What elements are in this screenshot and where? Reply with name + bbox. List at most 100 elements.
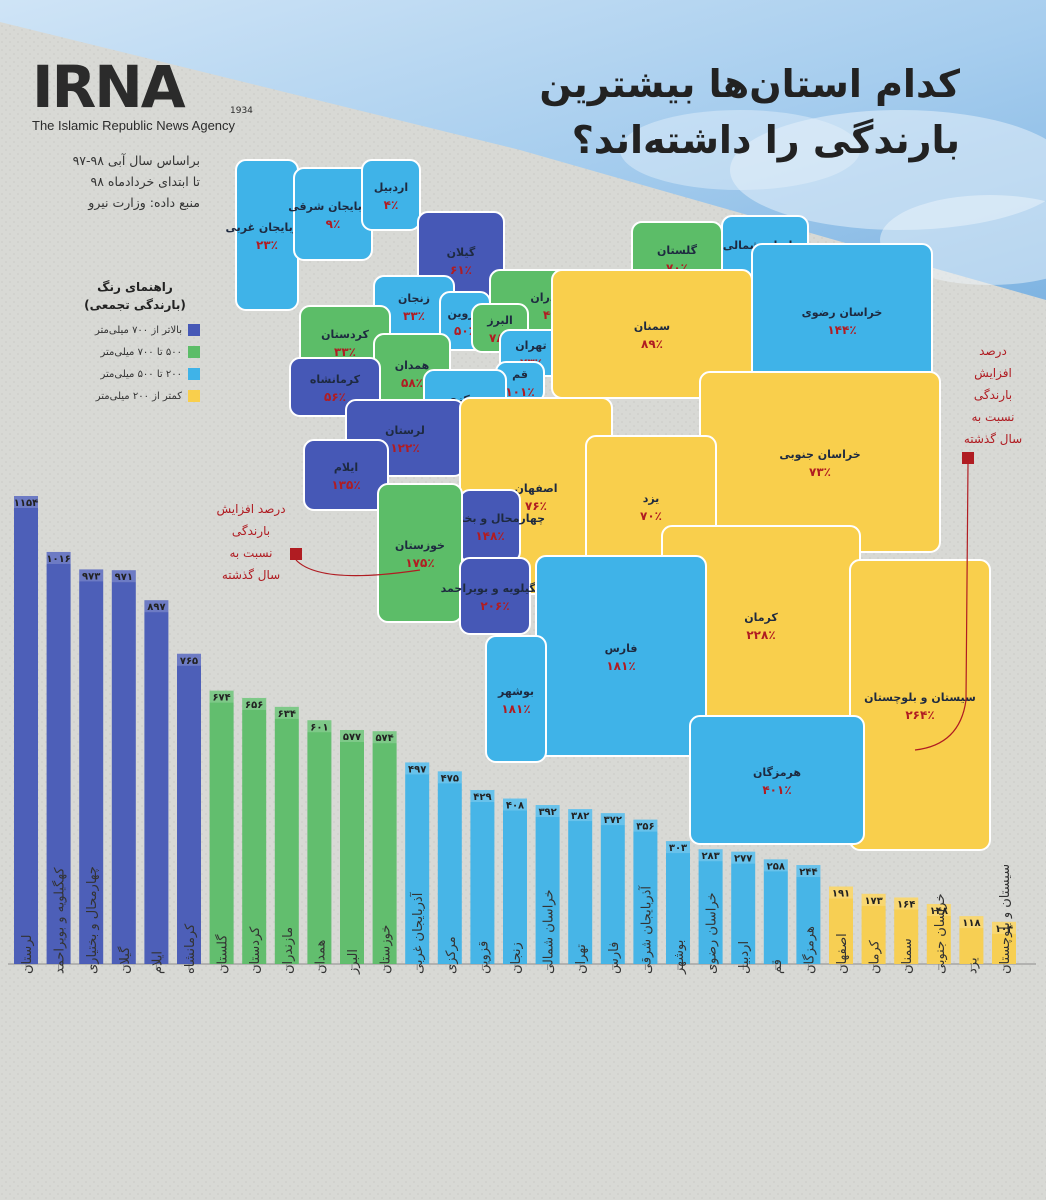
bar xyxy=(372,731,397,964)
note-left-connector xyxy=(295,559,421,577)
bar-value-label: ۴۹۷ xyxy=(408,764,426,775)
legend-label: بالاتر از ۷۰۰ میلی‌متر xyxy=(94,324,182,336)
bar xyxy=(46,551,71,964)
bar xyxy=(861,893,886,964)
x-tick-label: گیلان xyxy=(117,946,133,974)
province-pct: ۱۰۱٪ xyxy=(505,385,534,399)
bar-value-label: ۲۴۴ xyxy=(799,867,817,878)
bar-value-label: ۱۷۳ xyxy=(864,896,882,907)
province-shape xyxy=(551,269,753,399)
bar-cap-highlight xyxy=(144,600,169,613)
bar-cap-highlight xyxy=(14,496,38,508)
bar xyxy=(307,720,332,964)
bar-value-label: ۱۰۴ xyxy=(995,924,1013,935)
bar-cap-highlight xyxy=(111,570,136,583)
bar-value-label: ۶۰۱ xyxy=(310,722,328,733)
bar-cap-highlight xyxy=(829,886,853,899)
bar xyxy=(959,916,984,964)
province-pct: ۲۳٪ xyxy=(256,238,278,252)
province-pct: ۱۸۱٪ xyxy=(606,659,635,673)
bar-value-label: ۳۹۲ xyxy=(538,807,556,818)
title-line-1: کدام استان‌ها بیشترین xyxy=(539,62,960,106)
bar-cap-highlight xyxy=(666,841,690,854)
bar xyxy=(242,697,267,964)
bar-cap-highlight xyxy=(796,865,821,878)
bar-value-label: ۶۳۴ xyxy=(278,709,296,720)
x-tick-label: سمنان xyxy=(900,938,915,974)
bar-value-label: ۳۷۲ xyxy=(604,815,622,826)
note-line: نسبت به xyxy=(229,546,273,560)
bar-value-label: ۱۰۱۶ xyxy=(46,554,70,565)
bar-cap-highlight xyxy=(731,851,756,864)
province-pct: ۸۹٪ xyxy=(641,337,663,351)
bar-value-label: ۹۷۳ xyxy=(82,571,100,582)
province-pct: ۵۸٪ xyxy=(401,376,423,390)
bar-cap-highlight xyxy=(79,569,104,582)
map-province: ایلام ۱۳۵٪ xyxy=(303,439,389,511)
bar xyxy=(274,706,299,964)
bar-cap-highlight xyxy=(633,819,658,832)
province-name: آذربایجان شرقی xyxy=(288,199,378,213)
province-pct: ۲۲۸٪ xyxy=(746,628,775,642)
x-tick-label: اردبیل xyxy=(737,941,752,974)
bar-value-label: ۴۲۹ xyxy=(473,792,491,803)
bar-cap-highlight xyxy=(535,805,560,818)
province-name: کرمان xyxy=(744,611,778,624)
province-name: همدان xyxy=(395,359,430,372)
source-line-1: براساس سال آبی ۹۸-۹۷ xyxy=(72,153,200,168)
province-name: قم xyxy=(512,368,528,381)
x-tick-label: کرمان xyxy=(868,939,883,974)
bar-value-label: ۱۱۸ xyxy=(962,918,980,929)
x-tick-label: قم xyxy=(770,959,785,974)
bar-cap-highlight xyxy=(600,813,625,826)
legend-item: ۵۰۰ تا ۷۰۰ میلی‌متر xyxy=(70,346,200,358)
map-province: زنجان ۳۳٪ xyxy=(373,275,455,337)
bar xyxy=(405,762,430,964)
bar-value-label: ۶۷۴ xyxy=(212,693,230,704)
bar xyxy=(79,569,104,964)
note-line: سال گذشته xyxy=(963,432,1023,446)
bar-cap-highlight xyxy=(274,706,299,719)
province-name: سیستان و بلوچستان xyxy=(864,691,976,704)
province-shape xyxy=(361,159,421,231)
x-tick-label: سیستان و بلوچستان xyxy=(998,864,1013,974)
bar xyxy=(992,921,1016,964)
province-name: کرمانشاه xyxy=(310,373,361,386)
bar-value-label: ۲۵۸ xyxy=(767,861,785,872)
bar xyxy=(568,809,593,964)
legend-label: کمتر از ۲۰۰ میلی‌متر xyxy=(95,390,182,402)
bar xyxy=(698,849,723,964)
bar xyxy=(894,897,919,964)
province-name: خوزستان xyxy=(395,539,445,552)
x-tick-label: گلستان xyxy=(215,934,231,974)
x-tick-label: زنجان xyxy=(509,942,524,974)
province-shape xyxy=(377,483,463,623)
bar xyxy=(144,600,169,964)
province-pct: ۳۳٪ xyxy=(334,345,356,359)
bar xyxy=(340,730,364,964)
bar-value-label: ۴۰۸ xyxy=(506,801,524,812)
province-pct: ۱۳۵٪ xyxy=(331,478,360,492)
bar xyxy=(731,851,756,964)
x-tick-label: یزد xyxy=(965,957,980,974)
note-line: بارندگی xyxy=(231,524,271,538)
legend-item: کمتر از ۲۰۰ میلی‌متر xyxy=(70,390,200,402)
map-province: آذربایجان شرقی ۹٪ xyxy=(288,167,378,261)
note-right-connector xyxy=(914,463,969,751)
x-tick-label: چهارمحال و بختیاری xyxy=(85,866,100,974)
legend-swatch xyxy=(188,324,200,336)
x-tick-label: لرستان xyxy=(20,935,35,974)
bar xyxy=(829,886,853,964)
bar xyxy=(600,813,625,964)
bar-cap-highlight xyxy=(959,916,984,929)
bar-cap-highlight xyxy=(763,859,788,872)
province-pct: ۴٪ xyxy=(384,198,399,212)
bar-value-label: ۶۵۶ xyxy=(245,700,263,711)
province-name: گیلان xyxy=(447,246,476,259)
province-name: هرمزگان xyxy=(753,766,801,779)
note-line: افزایش xyxy=(974,366,1012,380)
title-line-2: بارندگی را داشته‌اند؟ xyxy=(571,118,960,162)
note-left: درصد افزایش بارندگی نسبت به سال گذشته xyxy=(196,498,306,586)
bar-value-label: ۵۷۴ xyxy=(375,733,393,744)
logo-wordmark: IRNA xyxy=(32,53,186,121)
